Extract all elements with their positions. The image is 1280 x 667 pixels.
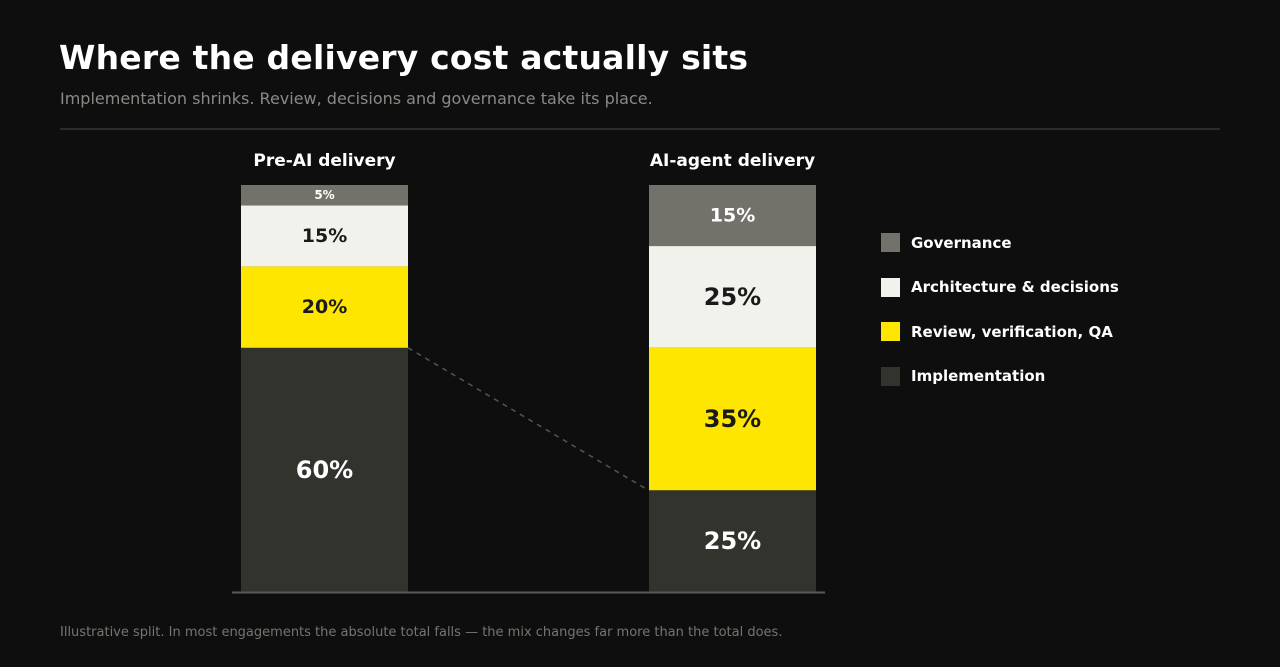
legend-item-architecture-and-decisions: Architecture & decisions (881, 277, 1119, 297)
legend-swatch-architecture-and-decisions (881, 277, 900, 297)
data-label-review-verification-qa-ai-agent-delivery: 35% (704, 405, 761, 433)
data-label-architecture-and-decisions-ai-agent-delivery: 25% (704, 283, 761, 311)
legend-swatch-implementation (881, 366, 900, 386)
legend-swatch-governance (881, 233, 900, 252)
chart-legend: Governance Architecture & decisions Review… (881, 233, 1119, 411)
data-label-architecture-and-decisions-pre-ai-delivery: 15% (302, 225, 347, 247)
data-label-implementation-pre-ai-delivery: 60% (296, 456, 353, 484)
bar-segment-implementation-ai-agent-delivery (649, 490, 816, 592)
legend-label-governance: Governance (911, 233, 1012, 252)
legend-item-implementation: Implementation (881, 366, 1119, 386)
legend-swatch-review-verification-qa (881, 322, 900, 341)
chart-title: Where the delivery cost actually sits (59, 38, 749, 77)
bar-segment-implementation-pre-ai-delivery (241, 347, 408, 592)
header-divider (60, 128, 1220, 130)
data-label-implementation-ai-agent-delivery: 25% (704, 527, 761, 555)
bar-segment-review-verification-qa-pre-ai-delivery (241, 266, 408, 348)
chart-subtitle: Implementation shrinks. Review, decision… (60, 89, 653, 108)
bar-segment-governance-ai-agent-delivery (649, 185, 816, 247)
bar-segment-review-verification-qa-ai-agent-delivery (649, 347, 816, 491)
legend-label-implementation: Implementation (911, 367, 1046, 385)
data-label-governance-ai-agent-delivery: 15% (710, 205, 755, 227)
bar-segment-architecture-and-decisions-pre-ai-delivery (241, 205, 408, 267)
legend-item-governance: Governance (881, 233, 1119, 252)
bar-segment-governance-pre-ai-delivery (241, 185, 408, 206)
data-label-governance-pre-ai-delivery: 5% (314, 188, 334, 202)
category-label-ai-agent-delivery: AI-agent delivery (650, 151, 815, 171)
data-label-review-verification-qa-pre-ai-delivery: 20% (302, 296, 347, 318)
implementation-connector-line (407, 347, 646, 489)
legend-item-review-verification-qa: Review, verification, QA (881, 322, 1119, 341)
chart-footnote: Illustrative split. In most engagements … (60, 625, 783, 640)
legend-label-architecture-and-decisions: Architecture & decisions (911, 278, 1119, 296)
legend-label-review-verification-qa: Review, verification, QA (911, 322, 1113, 341)
category-label-pre-ai-delivery: Pre-AI delivery (253, 151, 395, 171)
bar-segment-architecture-and-decisions-ai-agent-delivery (649, 246, 816, 348)
